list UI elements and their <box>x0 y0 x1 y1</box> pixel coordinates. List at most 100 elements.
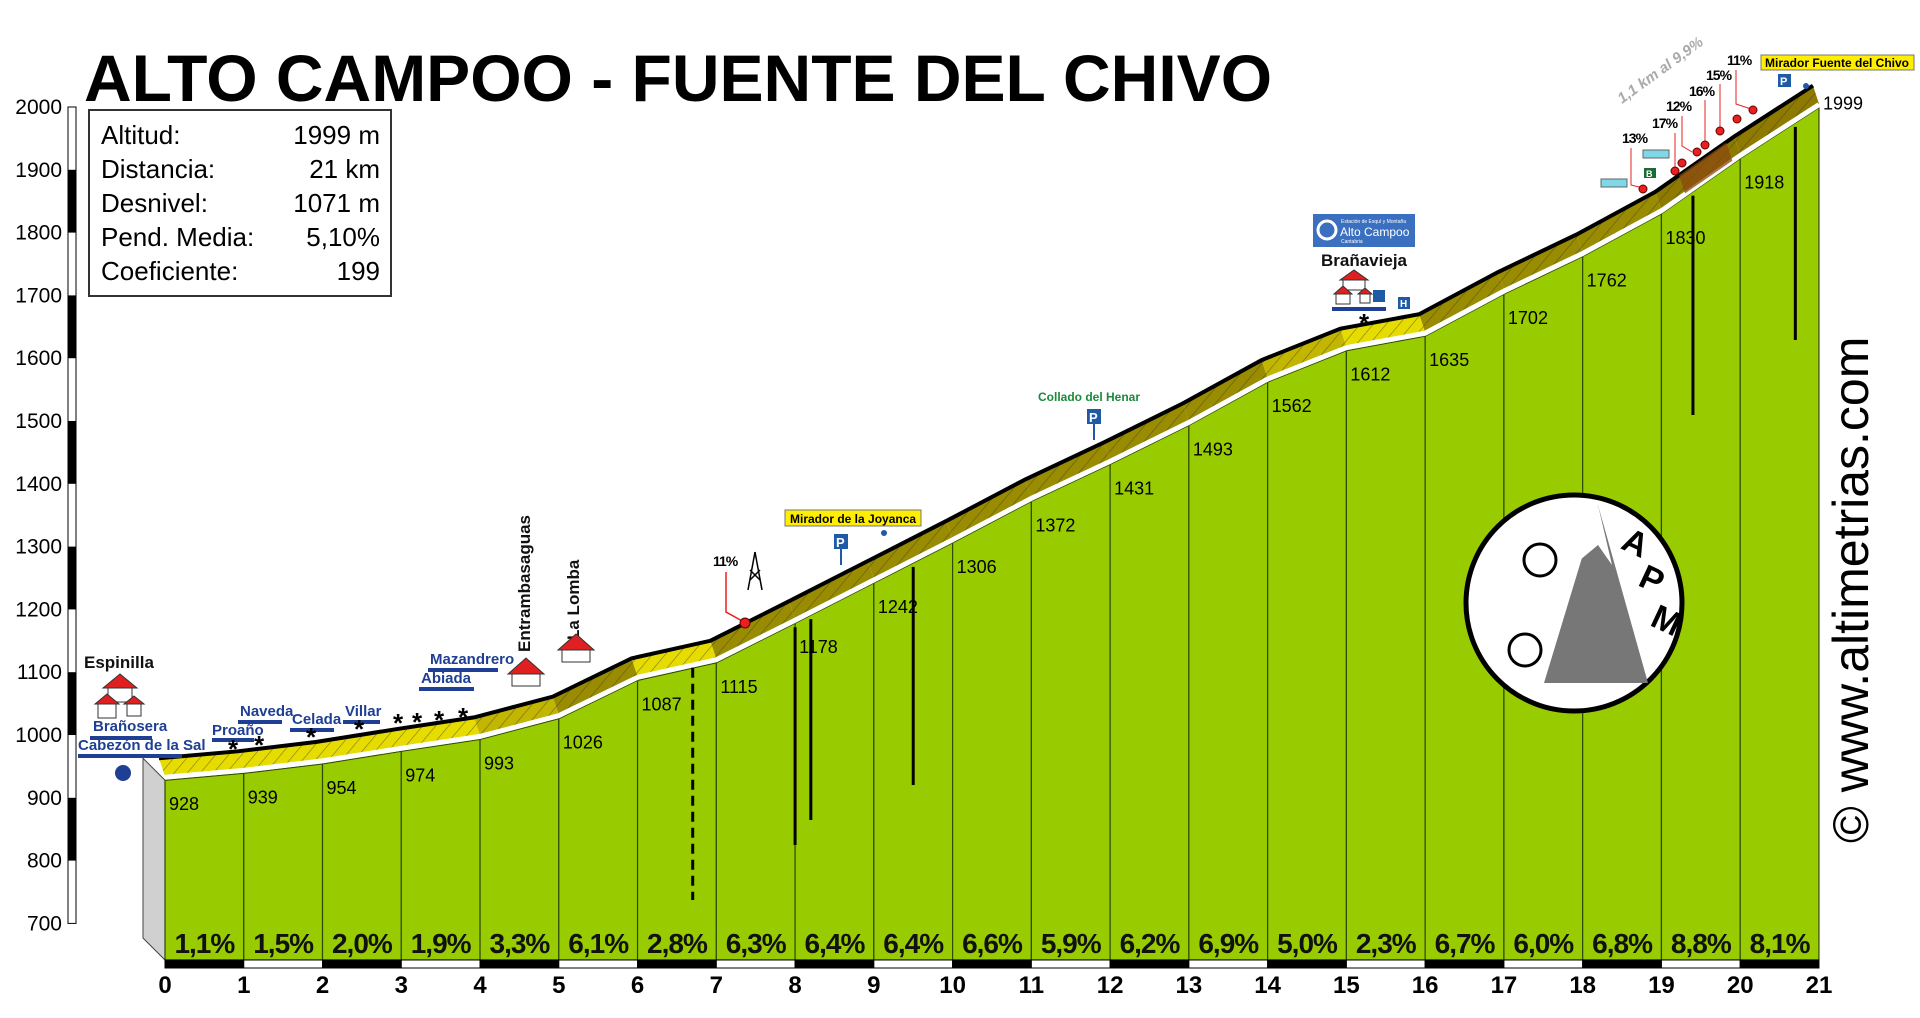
svg-text:*: * <box>228 734 239 764</box>
elevation-label: 1493 <box>1193 439 1233 459</box>
x-axis-segment <box>558 959 639 969</box>
y-tick-label: 1200 <box>15 598 62 621</box>
svg-text:*: * <box>354 714 365 744</box>
svg-text:P: P <box>1089 410 1098 425</box>
x-tick-label: 11 <box>1019 972 1044 999</box>
elevation-label: 1115 <box>720 677 757 697</box>
road-hatch <box>474 696 559 736</box>
x-axis-segment <box>1030 959 1111 969</box>
info-value: 21 km <box>309 154 380 184</box>
road-hatch <box>710 601 796 659</box>
x-tick-label: 5 <box>552 972 565 999</box>
info-value: 1999 m <box>293 120 380 150</box>
info-label: Coeficiente: <box>101 256 238 286</box>
x-axis-segment <box>400 959 481 969</box>
road-hatch <box>395 717 481 748</box>
x-tick-label: 13 <box>1176 972 1203 999</box>
y-tick-label: 1700 <box>15 284 62 307</box>
copyright-text: © www.altimetrias.com <box>1823 337 1879 843</box>
y-tick-label: 1400 <box>15 473 62 496</box>
y-tick-label: 1100 <box>17 661 62 684</box>
antenna-tower-icon <box>747 551 763 591</box>
gradient-label: 8,1% <box>1750 928 1811 959</box>
y-axis-segment <box>68 672 76 735</box>
x-tick-label: 10 <box>939 972 966 999</box>
elevation-label: 1026 <box>563 733 603 753</box>
direction-branosera: Brañosera <box>93 718 168 735</box>
place-entrambasaguas: Entrambasaguas <box>515 515 534 652</box>
svg-text:P: P <box>1780 76 1787 88</box>
x-axis-segment <box>243 959 324 969</box>
steep-marker <box>739 617 751 629</box>
direction-proano: Proaño <box>212 722 264 739</box>
x-axis-segment <box>715 959 796 969</box>
km-segment <box>1109 424 1190 961</box>
direction-naveda: Naveda <box>240 703 294 720</box>
elevation-label: 1999 <box>1823 94 1863 114</box>
km-segment <box>715 622 796 961</box>
gradient-label: 2,3% <box>1356 928 1417 959</box>
km-segment <box>1188 381 1269 961</box>
elevation-label: 939 <box>248 787 278 807</box>
elevation-label: 974 <box>405 765 435 785</box>
x-tick-label: 6 <box>631 972 644 999</box>
gradient-label: 2,0% <box>332 928 393 959</box>
gradient-label: 1,1% <box>174 928 235 959</box>
village-icon <box>1332 269 1385 305</box>
x-axis-segment <box>1660 959 1741 969</box>
gradient-note-11-top: 11% <box>1727 52 1753 68</box>
elevation-label: 1242 <box>878 597 918 617</box>
elevation-label: 1830 <box>1665 228 1705 248</box>
elevation-label: 954 <box>327 778 357 798</box>
km-segment <box>1267 349 1348 961</box>
elevation-label: 1562 <box>1272 396 1312 416</box>
x-axis-segment <box>952 959 1032 969</box>
info-box: Altitud: 1999 m Distancia: 21 km Desnivel: 10… <box>88 109 392 297</box>
mirador-joyanca-label: Mirador de la Joyanca <box>784 509 922 527</box>
gradient-label: 6,1% <box>568 928 629 959</box>
y-tick-label: 700 <box>27 912 62 935</box>
svg-text:Cantabria: Cantabria <box>1341 239 1363 245</box>
place-branavieja: Brañavieja <box>1321 251 1408 270</box>
x-axis-segment <box>322 959 402 969</box>
place-espinilla: Espinilla <box>84 653 154 672</box>
road-hatch <box>1419 272 1504 333</box>
y-tick-label: 900 <box>27 787 62 810</box>
alto-campoo-logo: Estación de Esquí y Montaña Alto Campoo … <box>1313 214 1415 247</box>
direction-mazandrero: Mazandrero <box>430 651 514 668</box>
ski-lift-icon <box>1642 149 1670 159</box>
elevation-label: 928 <box>169 794 199 814</box>
roundabout-icon <box>115 765 131 781</box>
village-markers: * * * * * * * * <box>228 702 469 764</box>
steep-road-section <box>1679 142 1733 194</box>
info-value: 1071 m <box>293 188 380 218</box>
road-hatch <box>316 729 402 760</box>
info-value: 199 <box>337 256 380 286</box>
x-axis-segment <box>1424 959 1505 969</box>
gradient-label: 1,5% <box>253 928 314 959</box>
x-tick-label: 3 <box>395 972 408 999</box>
x-axis-segment <box>479 959 560 969</box>
elevation-label: 1702 <box>1508 308 1548 328</box>
x-axis-segment <box>164 959 245 969</box>
gradient-label: 6,4% <box>805 928 866 959</box>
viewpoint-icon <box>1803 83 1809 89</box>
road-hatch <box>1104 403 1189 461</box>
y-tick-label: 800 <box>27 850 62 873</box>
x-axis-segment <box>1109 959 1190 969</box>
bar-icon: B <box>1644 168 1656 179</box>
road-hatch <box>1576 191 1662 253</box>
elevation-label: 1087 <box>642 694 682 714</box>
x-tick-label: 19 <box>1648 972 1675 999</box>
gradient-label: 6,6% <box>962 928 1023 959</box>
svg-text:P: P <box>836 535 845 550</box>
elevation-label: 1431 <box>1114 478 1154 498</box>
svg-text:*: * <box>393 708 404 738</box>
info-value: 5,10% <box>306 222 380 252</box>
direction-abiada: Abiada <box>421 670 472 687</box>
elevation-label: 1612 <box>1350 365 1390 385</box>
elevation-label: 1372 <box>1035 515 1075 535</box>
info-label: Distancia: <box>101 154 215 184</box>
svg-text:Mirador Fuente del Chivo: Mirador Fuente del Chivo <box>1765 56 1909 70</box>
gradient-label: 1,9% <box>411 928 472 959</box>
